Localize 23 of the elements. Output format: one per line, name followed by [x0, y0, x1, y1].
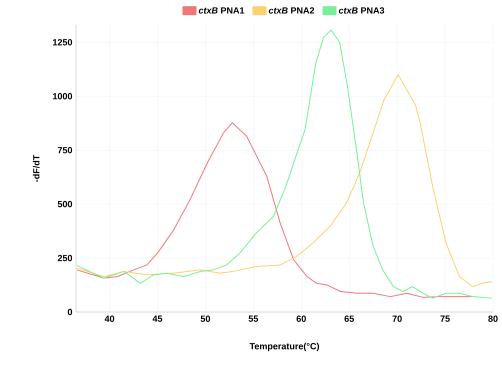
x-tick-label: 55	[248, 316, 258, 322]
line-series	[76, 74, 493, 288]
y-tick-label: 250	[58, 254, 72, 262]
x-tick-label: 70	[392, 316, 402, 322]
x-tick-label: 45	[152, 316, 162, 322]
x-tick-label: 40	[104, 316, 114, 322]
y-axis-title: -dF/dT	[32, 154, 40, 182]
legend-label: ctxB PNA1	[198, 7, 244, 14]
x-tick-label: 65	[344, 316, 354, 322]
y-tick-label: 1250	[53, 39, 72, 46]
x-tick-label: 80	[488, 316, 498, 322]
y-tick-label: 750	[58, 146, 72, 154]
x-axis-title: Temperature(°C)	[250, 342, 320, 352]
y-tick-label: 0	[68, 308, 72, 316]
x-tick-label: 50	[200, 316, 210, 322]
legend-label: ctxB PNA2	[268, 7, 314, 14]
x-tick-label: 60	[296, 316, 306, 322]
line-series	[76, 29, 493, 299]
y-tick-label: 1000	[53, 93, 72, 100]
line-series	[76, 122, 474, 298]
x-tick-label: 75	[440, 316, 450, 322]
y-tick-label: 500	[58, 200, 72, 208]
legend-label: ctxB PNA3	[338, 7, 384, 14]
